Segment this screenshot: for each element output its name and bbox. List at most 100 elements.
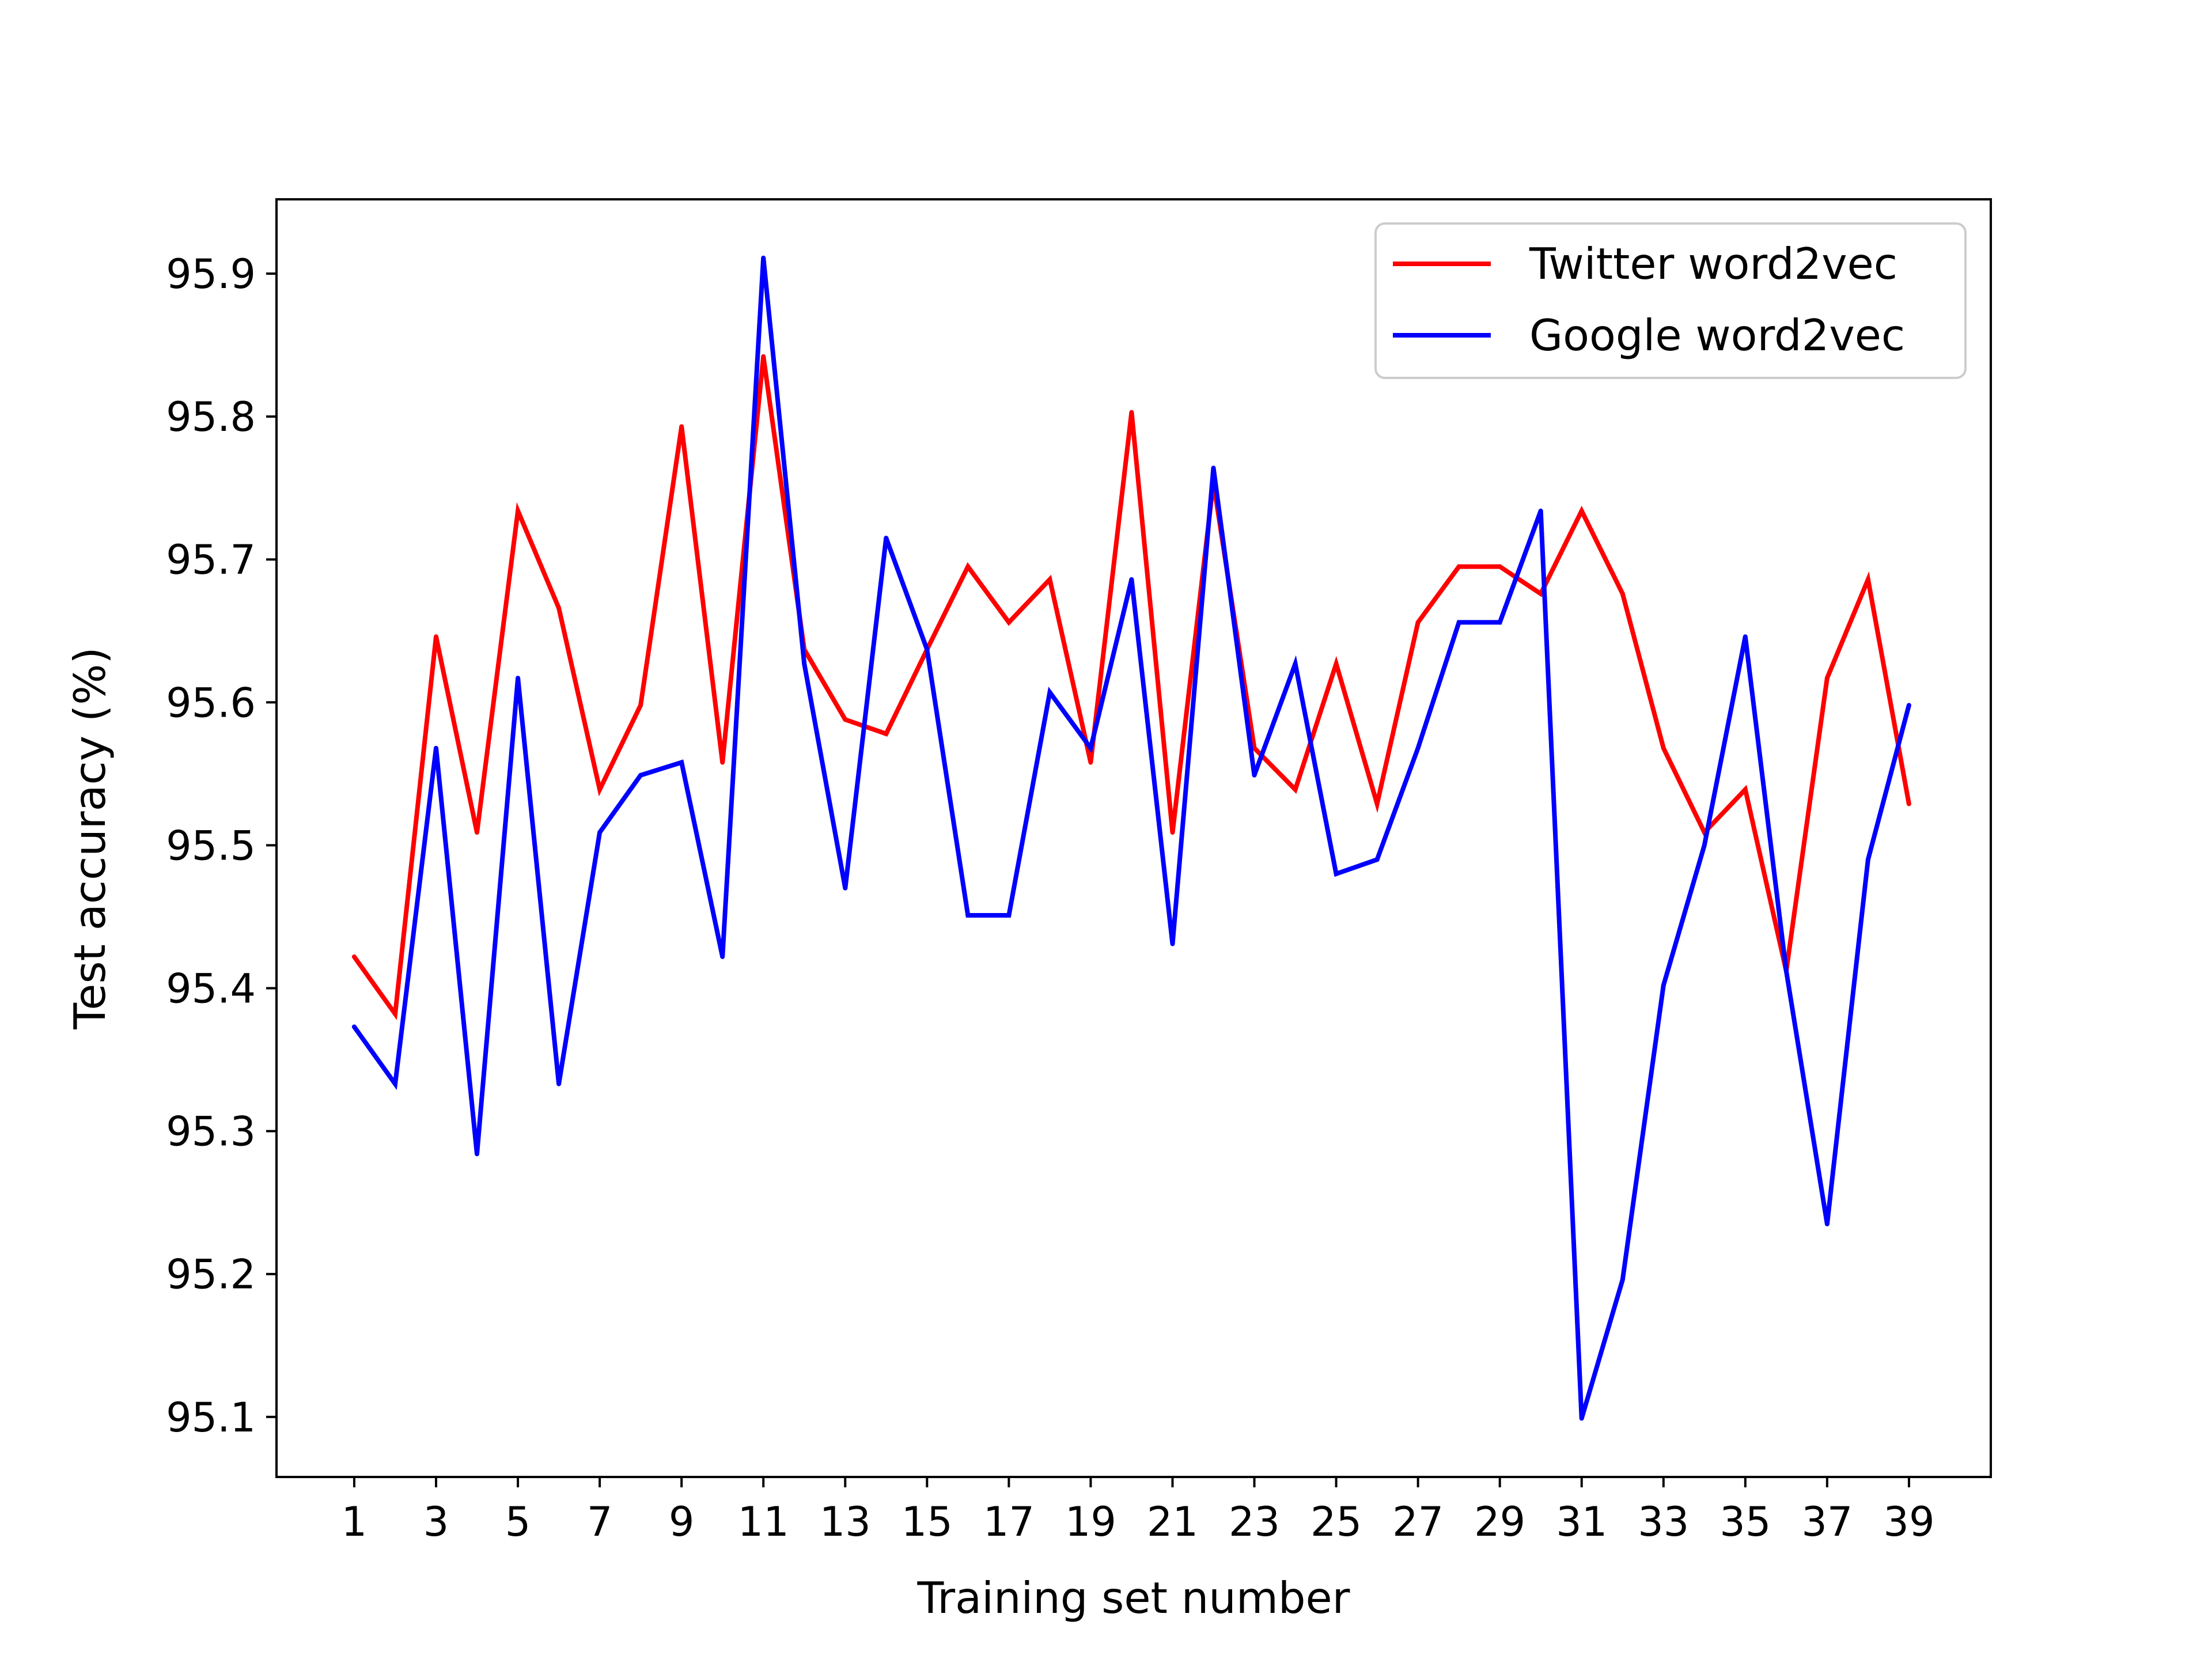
data-point-google-word2vec-6 <box>556 1081 562 1086</box>
x-tick-label: 37 <box>1801 1498 1853 1546</box>
data-point-google-word2vec-26 <box>1374 857 1380 862</box>
data-point-twitter-word2vec-2 <box>393 1012 397 1017</box>
data-point-twitter-word2vec-39 <box>1906 801 1911 806</box>
data-point-google-word2vec-11 <box>761 255 766 260</box>
data-point-google-word2vec-14 <box>884 536 889 540</box>
y-tick-label: 95.2 <box>166 1251 256 1298</box>
legend-label-twitter-word2vec: Twitter word2vec <box>1529 238 1897 289</box>
data-point-google-word2vec-12 <box>802 661 807 666</box>
data-point-twitter-word2vec-28 <box>1456 564 1461 569</box>
data-point-twitter-word2vec-38 <box>1865 577 1870 582</box>
x-tick-label: 23 <box>1229 1498 1280 1546</box>
data-point-twitter-word2vec-3 <box>434 634 438 639</box>
data-point-google-word2vec-24 <box>1293 661 1298 666</box>
x-tick-label: 35 <box>1719 1498 1771 1546</box>
y-tick-label: 95.6 <box>166 679 256 726</box>
series-layer <box>351 255 1911 1421</box>
data-point-twitter-word2vec-19 <box>1088 760 1093 765</box>
data-point-google-word2vec-35 <box>1743 634 1748 639</box>
data-point-twitter-word2vec-7 <box>597 787 603 792</box>
x-tick-label: 7 <box>587 1498 613 1546</box>
data-point-twitter-word2vec-8 <box>638 703 643 708</box>
data-point-twitter-word2vec-16 <box>965 564 971 569</box>
x-tick-label: 11 <box>738 1498 789 1546</box>
data-point-google-word2vec-34 <box>1702 843 1707 848</box>
x-tick-label: 17 <box>983 1498 1035 1546</box>
data-point-google-word2vec-17 <box>1006 913 1012 918</box>
data-point-google-word2vec-32 <box>1620 1277 1625 1282</box>
data-point-google-word2vec-38 <box>1865 857 1870 862</box>
y-tick-label: 95.9 <box>166 251 256 298</box>
data-point-google-word2vec-1 <box>351 1024 357 1029</box>
data-point-twitter-word2vec-14 <box>884 731 889 736</box>
data-point-google-word2vec-33 <box>1661 983 1666 988</box>
data-point-google-word2vec-2 <box>393 1081 397 1086</box>
x-tick-label: 21 <box>1147 1498 1198 1546</box>
data-point-twitter-word2vec-20 <box>1129 410 1134 415</box>
data-point-google-word2vec-22 <box>1211 465 1216 471</box>
data-point-google-word2vec-23 <box>1252 772 1257 778</box>
x-tick-label: 33 <box>1638 1498 1689 1546</box>
data-point-google-word2vec-39 <box>1906 703 1911 708</box>
data-point-twitter-word2vec-11 <box>761 354 766 359</box>
data-point-google-word2vec-19 <box>1088 745 1093 751</box>
y-tick-label: 95.3 <box>166 1108 256 1156</box>
x-tick-label: 39 <box>1883 1498 1934 1546</box>
x-axis: 1 3 5 7 9 11 13 15 17 19 21 23 25 27 29 31 33 35 37 39 <box>342 1477 1934 1546</box>
y-axis: 95.1 95.2 95.3 95.4 95.5 95.6 95.7 95.8 95.9 <box>166 251 276 1441</box>
x-tick-label: 27 <box>1392 1498 1444 1546</box>
data-point-google-word2vec-21 <box>1170 941 1175 946</box>
data-point-twitter-word2vec-17 <box>1006 620 1012 625</box>
legend-label-google-word2vec: Google word2vec <box>1529 310 1905 361</box>
data-point-google-word2vec-16 <box>965 913 971 918</box>
y-tick-label: 95.1 <box>166 1394 256 1441</box>
x-tick-label: 29 <box>1474 1498 1525 1546</box>
x-axis-label: Training set number <box>917 1573 1350 1623</box>
data-point-twitter-word2vec-37 <box>1824 676 1830 681</box>
x-tick-label: 15 <box>902 1498 953 1546</box>
y-tick-label: 95.5 <box>166 822 256 869</box>
data-point-google-word2vec-18 <box>1047 690 1052 695</box>
data-point-twitter-word2vec-4 <box>475 830 479 835</box>
data-point-google-word2vec-13 <box>843 885 848 891</box>
data-point-twitter-word2vec-30 <box>1538 591 1543 596</box>
data-point-google-word2vec-37 <box>1824 1221 1830 1226</box>
x-tick-label: 13 <box>820 1498 871 1546</box>
legend-box <box>1374 222 1967 379</box>
x-tick-label: 31 <box>1556 1498 1607 1546</box>
data-point-twitter-word2vec-6 <box>556 605 562 611</box>
data-point-google-word2vec-15 <box>925 647 930 652</box>
data-point-twitter-word2vec-10 <box>720 760 725 765</box>
x-tick-label: 1 <box>342 1498 368 1546</box>
data-point-twitter-word2vec-24 <box>1293 787 1298 792</box>
data-point-google-word2vec-30 <box>1538 508 1543 513</box>
data-point-google-word2vec-27 <box>1415 745 1421 751</box>
data-point-twitter-word2vec-27 <box>1415 620 1421 625</box>
data-point-google-word2vec-31 <box>1579 1416 1584 1421</box>
data-point-google-word2vec-25 <box>1334 872 1339 876</box>
legend: Twitter word2vec Google word2vec <box>1374 222 1967 379</box>
y-axis-label: Test accuracy (%) <box>65 647 115 1030</box>
data-point-google-word2vec-4 <box>475 1152 479 1157</box>
x-tick-label: 19 <box>1065 1498 1116 1546</box>
data-point-twitter-word2vec-26 <box>1374 801 1380 806</box>
data-point-twitter-word2vec-25 <box>1334 661 1339 666</box>
plot-area-frame <box>275 198 1992 1478</box>
data-point-google-word2vec-36 <box>1783 968 1789 974</box>
data-point-google-word2vec-7 <box>597 830 603 835</box>
data-point-twitter-word2vec-13 <box>843 717 848 722</box>
data-point-google-word2vec-9 <box>679 760 684 765</box>
data-point-google-word2vec-5 <box>516 676 521 681</box>
data-point-google-word2vec-8 <box>638 772 643 778</box>
x-tick-label: 5 <box>505 1498 531 1546</box>
data-point-twitter-word2vec-9 <box>679 424 684 429</box>
data-point-twitter-word2vec-32 <box>1620 591 1625 596</box>
data-point-twitter-word2vec-35 <box>1743 787 1748 792</box>
data-point-google-word2vec-10 <box>720 954 725 959</box>
y-tick-label: 95.7 <box>166 536 256 584</box>
data-point-twitter-word2vec-29 <box>1497 564 1502 569</box>
x-tick-label: 25 <box>1310 1498 1362 1546</box>
data-point-twitter-word2vec-1 <box>351 954 357 959</box>
data-point-twitter-word2vec-21 <box>1170 830 1175 835</box>
